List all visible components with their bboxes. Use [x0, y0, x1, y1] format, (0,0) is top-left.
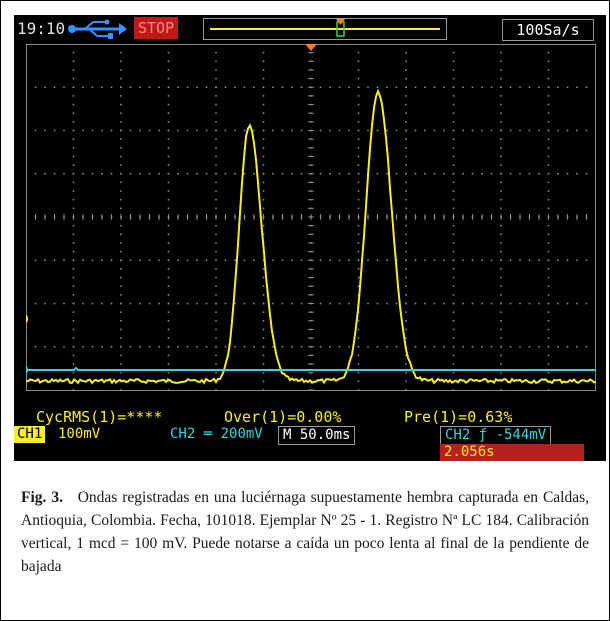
usb-icon: [68, 19, 127, 39]
dc-coupling-icon: ═: [203, 426, 221, 442]
figure-caption: Fig. 3. Ondas registradas en una luciérn…: [21, 486, 589, 578]
bottom-info-bar: CH1 100mV CH2 ═ 200mV M 50.0ms CH2 ƒ -54…: [14, 425, 606, 461]
ch2-waveform: [26, 366, 596, 371]
graticule: [26, 44, 596, 391]
waveform-plot: 1 2 CycRMS(1)=**** Over(1)=0.00% Pre(1)=…: [26, 44, 596, 425]
caption-label: Fig. 3.: [21, 489, 63, 506]
oscilloscope-screen: 19:10 STOP 100Sa/s: [14, 15, 606, 461]
ch2-scale-group[interactable]: CH2 ═ 200mV: [170, 426, 263, 443]
caption-text: Ondas registradas en una luciérnaga supu…: [21, 489, 590, 575]
ch1-label[interactable]: CH1: [14, 426, 46, 443]
trigger-position-indicator: [210, 19, 440, 37]
ch1-ground-marker: 1: [26, 314, 28, 324]
frequency-readout: 2.056s: [440, 444, 584, 461]
cyc-rms-readout: CycRMS(1)=****: [36, 408, 162, 425]
ch2-scale: 200mV: [220, 426, 263, 442]
trigger-readout[interactable]: CH2 ƒ -544mV: [440, 426, 552, 445]
ch1-waveform: [26, 88, 596, 385]
ch1-scale: 100mV: [58, 426, 101, 442]
trigger-position-bar: [203, 18, 447, 40]
ch2-ground-marker: 2: [26, 365, 28, 375]
clock-time: 19:10: [17, 19, 66, 38]
preshoot-readout: Pre(1)=0.63%: [404, 408, 512, 425]
sample-rate: 100Sa/s: [502, 19, 594, 41]
status-bar: 19:10 STOP 100Sa/s: [14, 15, 606, 43]
ch2-label: CH2: [170, 426, 196, 442]
run-state-badge[interactable]: STOP: [134, 17, 179, 39]
timebase[interactable]: M 50.0ms: [278, 426, 356, 445]
trigger-point-marker: [305, 44, 317, 51]
overshoot-readout: Over(1)=0.00%: [224, 408, 341, 425]
